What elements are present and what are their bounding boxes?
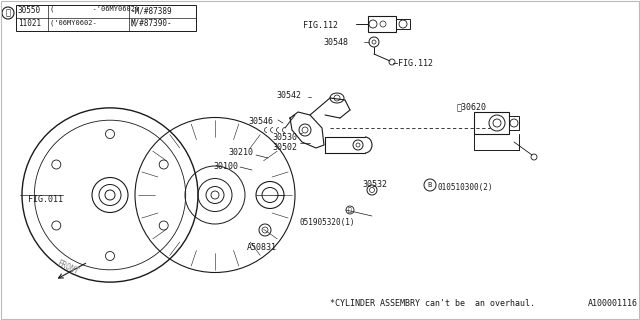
Text: *CYLINDER ASSEMBRY can't be  an overhaul.: *CYLINDER ASSEMBRY can't be an overhaul.: [330, 299, 535, 308]
Text: 30532: 30532: [362, 180, 387, 189]
Text: 30550: 30550: [18, 6, 41, 15]
Text: M/#87390-: M/#87390-: [131, 19, 173, 28]
Text: —FIG.112: —FIG.112: [393, 59, 433, 68]
Text: (         -'06MY0602): ( -'06MY0602): [50, 6, 140, 12]
Text: 30548: 30548: [323, 38, 348, 47]
Text: FIG.011: FIG.011: [28, 195, 63, 204]
Text: B: B: [428, 182, 432, 188]
Text: ('06MY0602-        ): ('06MY0602- ): [50, 19, 135, 26]
Text: 11021: 11021: [18, 19, 41, 28]
Bar: [16, 5, 196, 31]
Text: 30546: 30546: [248, 117, 273, 126]
Text: ①: ①: [6, 9, 10, 18]
Bar: [509, 116, 519, 130]
Text: 051905320(1): 051905320(1): [300, 218, 355, 227]
Text: -M/#87389: -M/#87389: [131, 6, 173, 15]
Text: A100001116: A100001116: [588, 299, 638, 308]
Text: FIG.112: FIG.112: [303, 21, 338, 30]
Bar: [474, 112, 509, 134]
Text: FRONT: FRONT: [56, 259, 81, 277]
Text: A50831: A50831: [247, 243, 277, 252]
Text: 30210: 30210: [228, 148, 253, 157]
Text: ①: ①: [348, 207, 352, 213]
Text: 30100: 30100: [213, 162, 238, 171]
Text: 30530: 30530: [272, 133, 297, 142]
Text: 010510300(2): 010510300(2): [438, 183, 493, 192]
Text: ※30620: ※30620: [457, 102, 487, 111]
Bar: [368, 16, 396, 32]
Text: 30502: 30502: [272, 143, 297, 152]
Text: 30542: 30542: [276, 91, 301, 100]
Bar: [396, 19, 410, 29]
